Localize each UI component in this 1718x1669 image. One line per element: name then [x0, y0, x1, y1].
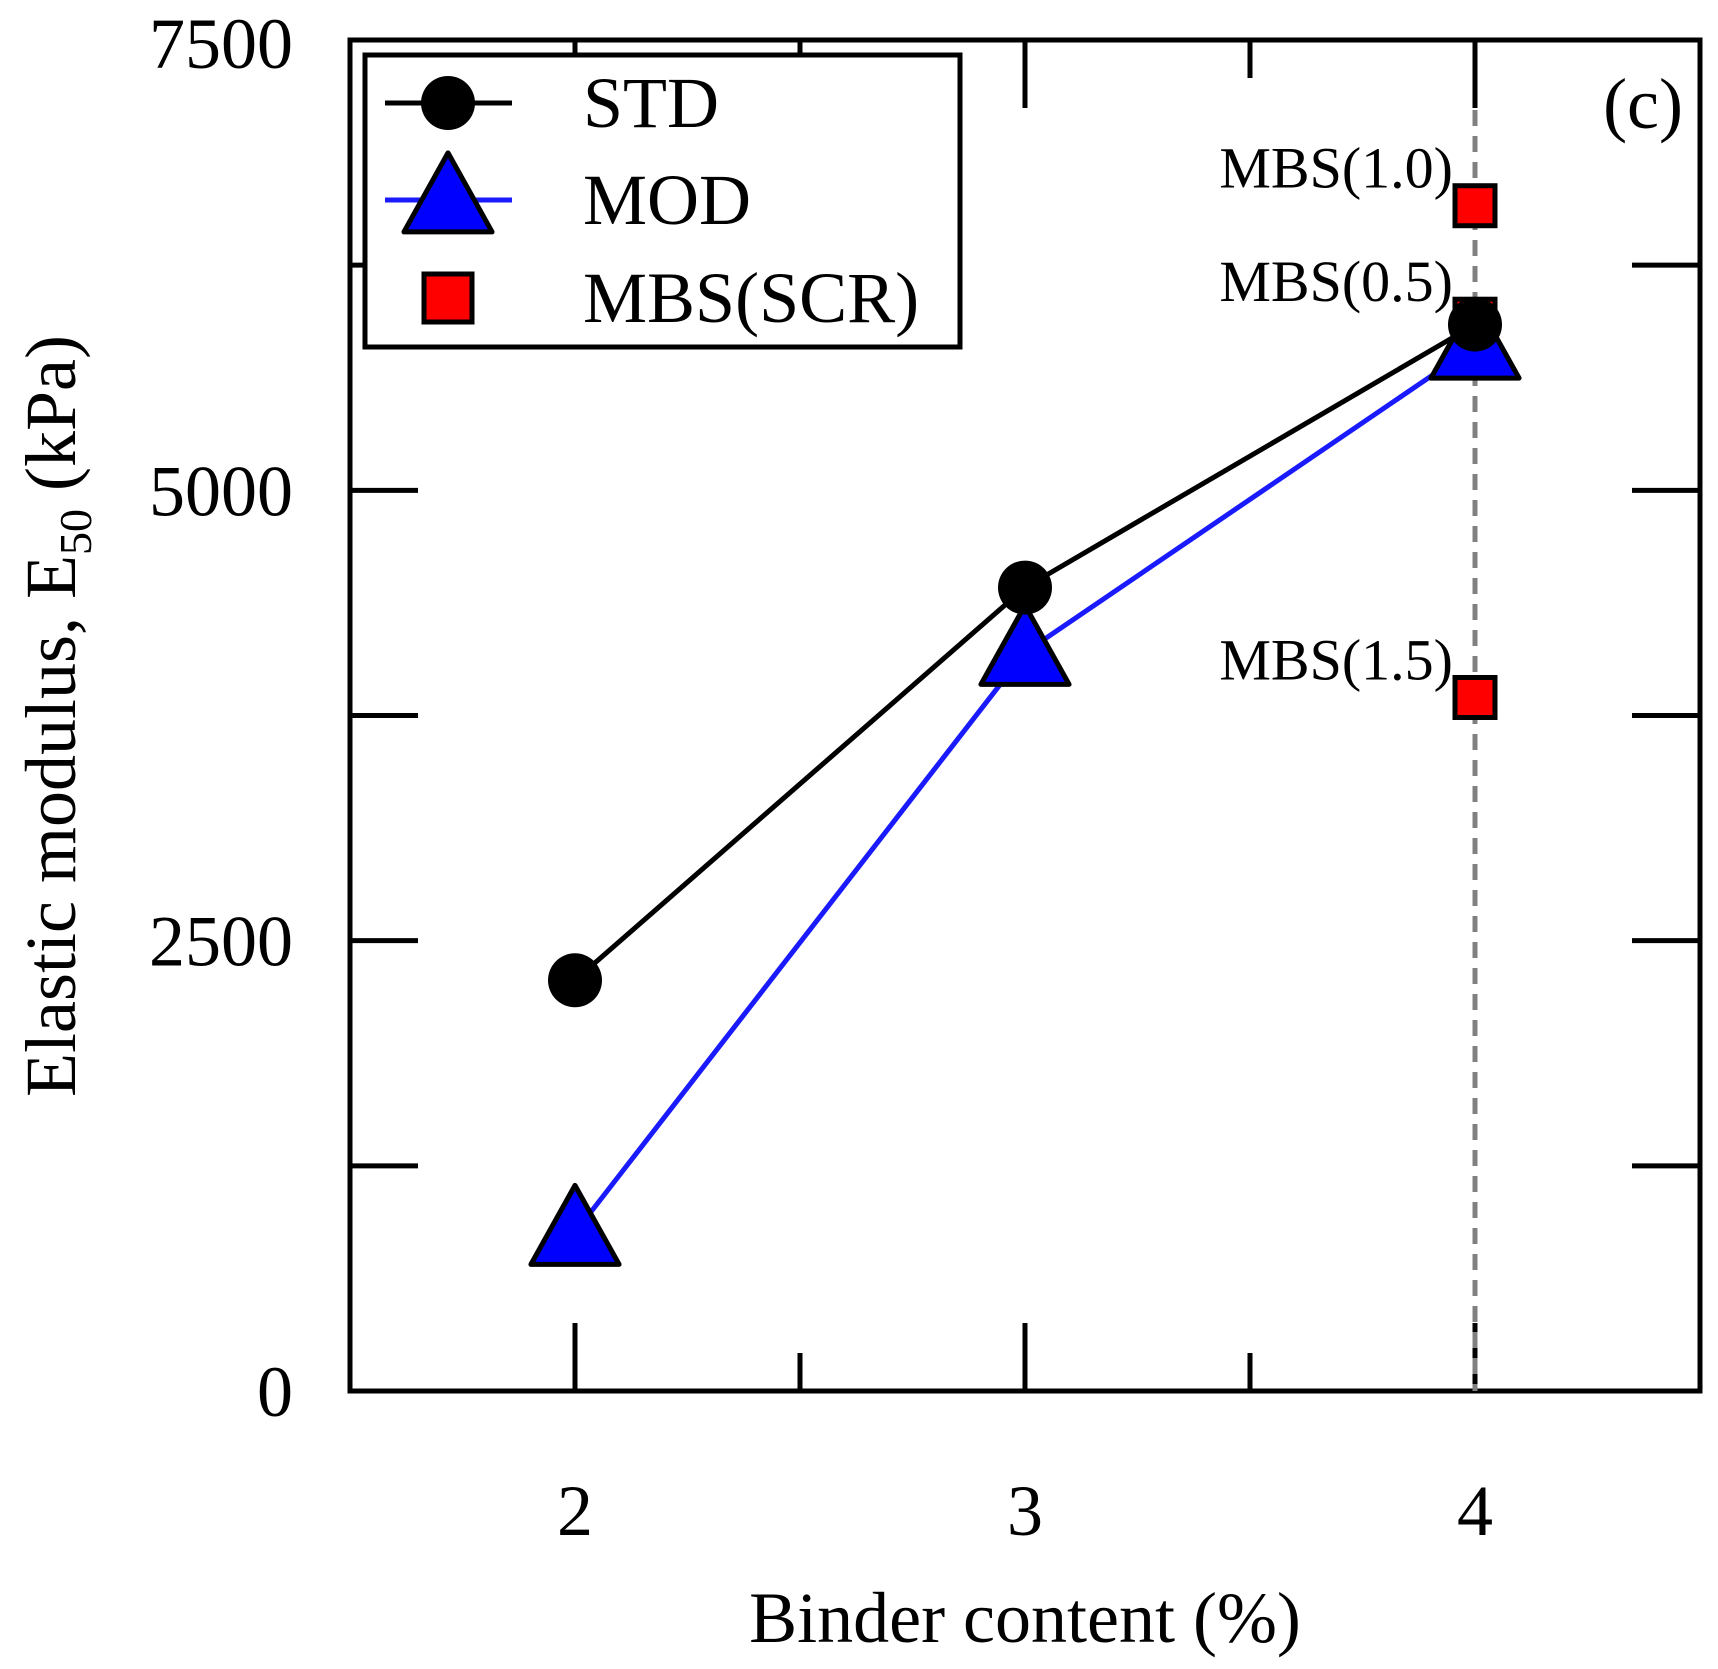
- legend-marker-mod: [401, 150, 495, 235]
- panel-label: (c): [1603, 64, 1683, 144]
- mbs-marker: [1452, 674, 1498, 720]
- mod-marker: [978, 602, 1072, 687]
- std-marker: [548, 953, 602, 1008]
- legend-label-mbs: MBS(SCR): [583, 258, 919, 338]
- x-tick-label: 2: [557, 1471, 593, 1551]
- series-line-mod: [573, 344, 1477, 1235]
- mbs-marker: [1452, 183, 1498, 229]
- mod-marker: [528, 1182, 622, 1267]
- y-tick-label: 2500: [149, 902, 293, 982]
- y-tick-label: 0: [257, 1352, 293, 1432]
- y-tick-label: 5000: [149, 451, 293, 531]
- legend-label-mod: MOD: [583, 160, 751, 240]
- legend-marker-mbs: [421, 271, 475, 325]
- std-marker: [998, 560, 1052, 615]
- y-axis-label: Elastic modulus, E50 (kPa): [11, 335, 101, 1097]
- y-tick-label: 7500: [149, 4, 293, 84]
- x-tick-label: 4: [1457, 1471, 1493, 1551]
- x-axis-label: Binder content (%): [749, 1578, 1301, 1658]
- mbs-annotation: MBS(0.5): [1219, 249, 1453, 314]
- legend-marker-std: [421, 76, 475, 130]
- mbs-annotation: MBS(1.0): [1219, 136, 1453, 201]
- std-marker: [1448, 297, 1502, 352]
- legend-label-std: STD: [583, 63, 719, 143]
- mbs-annotation: MBS(1.5): [1219, 627, 1453, 692]
- x-tick-label: 3: [1007, 1471, 1043, 1551]
